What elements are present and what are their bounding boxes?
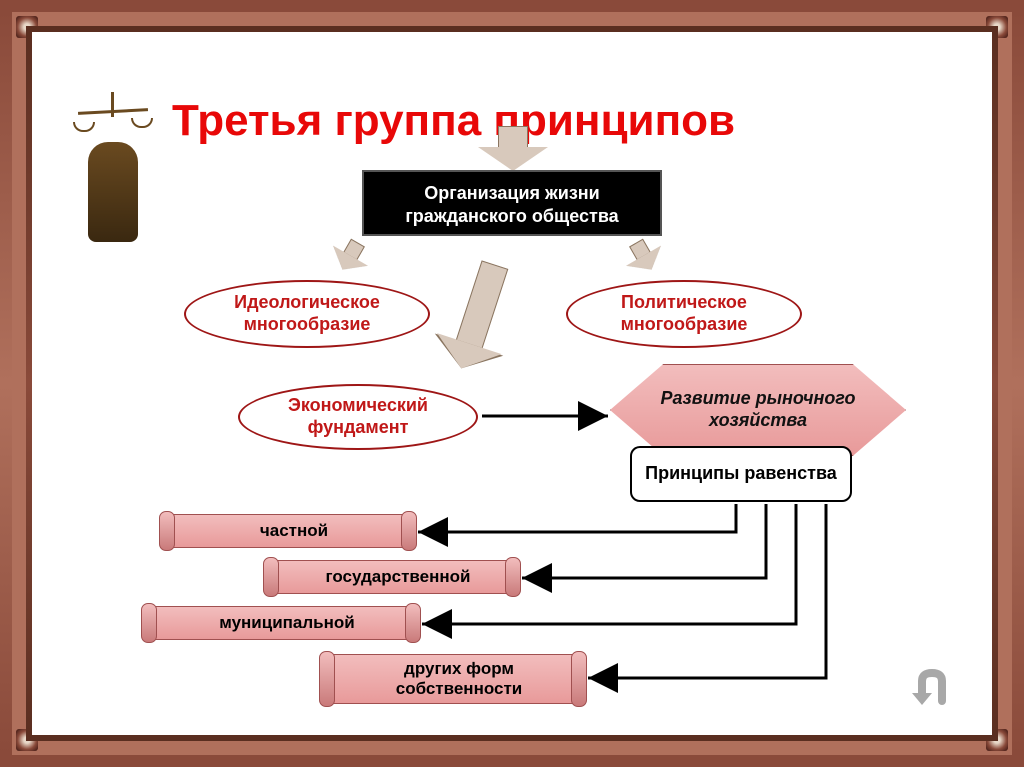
ellipse-political: Политическое многообразие: [566, 280, 802, 348]
scroll-municipal: муниципальной: [150, 606, 412, 640]
arrow-down-icon: [478, 126, 548, 172]
diagram-canvas: Организация жизни гражданского общества …: [52, 52, 972, 715]
arrow-diag-right-icon: [619, 233, 674, 288]
ellipse-economic: Экономический фундамент: [238, 384, 478, 450]
scroll-other: других форм собственности: [328, 654, 578, 704]
scroll-private: частной: [168, 514, 408, 548]
ellipse-label: Идеологическое многообразие: [196, 292, 418, 335]
scroll-label: государственной: [326, 567, 471, 587]
ellipse-label: Экономический фундамент: [250, 395, 466, 438]
box-label: Принципы равенства: [645, 463, 837, 485]
box-equality: Принципы равенства: [630, 446, 852, 502]
slide-outer-frame: Третья группа принципов Организация жизн…: [0, 0, 1024, 767]
u-turn-arrow-icon: [908, 667, 956, 709]
scroll-label: других форм собственности: [347, 659, 571, 699]
scroll-state: государственной: [272, 560, 512, 594]
arrow-down-long-icon: [429, 254, 528, 380]
arrow-diag-left-icon: [321, 233, 376, 288]
ellipse-ideological: Идеологическое многообразие: [184, 280, 430, 348]
ellipse-label: Политическое многообразие: [578, 292, 790, 335]
slide-inner-frame: Третья группа принципов Организация жизн…: [26, 26, 998, 741]
root-box-label: Организация жизни гражданского общества: [405, 183, 618, 226]
hexagon-label: Развитие рыночного хозяйства: [611, 388, 905, 431]
return-button[interactable]: [908, 667, 956, 709]
hexagon-market: Развитие рыночного хозяйства: [610, 364, 906, 456]
root-box: Организация жизни гражданского общества: [362, 170, 662, 236]
scroll-label: частной: [260, 521, 328, 541]
scroll-label: муниципальной: [219, 613, 355, 633]
